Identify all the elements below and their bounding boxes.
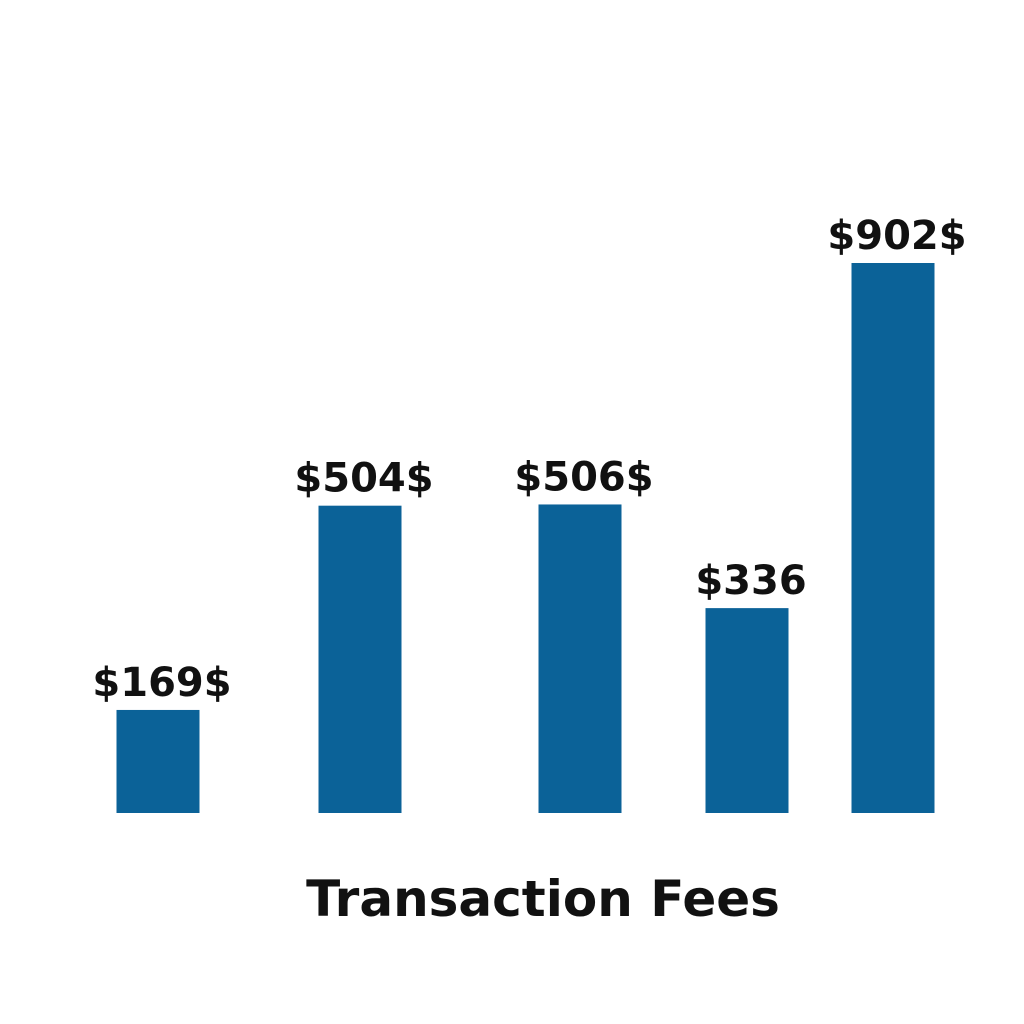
bar bbox=[116, 709, 200, 813]
value-label: $504$ bbox=[294, 456, 433, 502]
value-label: $902$ bbox=[827, 213, 966, 259]
value-label: $169$ bbox=[92, 660, 231, 706]
value-label: $506$ bbox=[514, 454, 653, 500]
bar bbox=[851, 263, 935, 813]
bar bbox=[538, 504, 622, 813]
chart-title: Transaction Fees bbox=[306, 870, 780, 928]
bar bbox=[318, 505, 402, 813]
bar bbox=[705, 608, 789, 813]
value-label: $336 bbox=[695, 558, 806, 604]
